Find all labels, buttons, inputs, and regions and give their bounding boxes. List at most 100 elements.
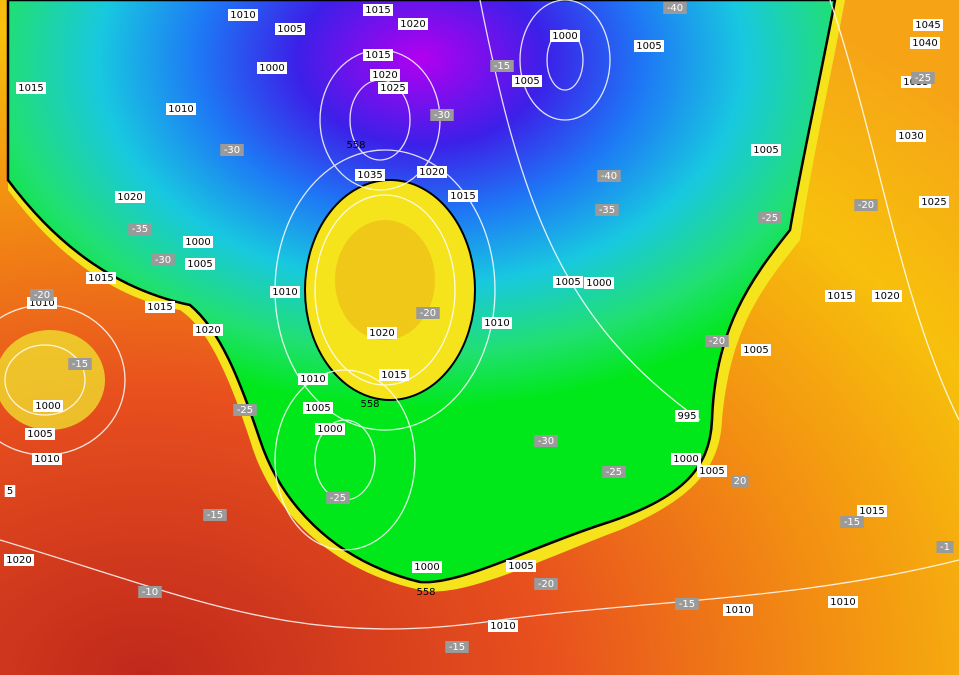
pressure-label: 1020 <box>419 167 444 178</box>
pressure-label: 1015 <box>381 370 406 381</box>
warm-spot <box>0 330 105 430</box>
pressure-label: 995 <box>677 411 696 422</box>
pressure-label: 1015 <box>827 291 852 302</box>
pressure-label: 1005 <box>277 24 302 35</box>
label-box <box>445 641 469 653</box>
pressure-label: 1015 <box>88 273 113 284</box>
label-box <box>597 170 621 182</box>
pressure-label: 1020 <box>195 325 220 336</box>
pressure-label: 1015 <box>365 50 390 61</box>
pressure-label: 1025 <box>380 83 405 94</box>
temperature-label: -40 <box>667 3 683 14</box>
temperature-label: -25 <box>237 405 253 416</box>
temperature-label: -15 <box>494 61 510 72</box>
temperature-label: -35 <box>599 205 615 216</box>
label-box <box>86 272 116 284</box>
pressure-label: 1005 <box>187 259 212 270</box>
pressure-label: 1020 <box>6 555 31 566</box>
label-box <box>758 212 782 224</box>
pressure-label: 1020 <box>400 19 425 30</box>
label-box <box>663 2 687 14</box>
label-box <box>919 196 949 208</box>
label-box <box>367 327 397 339</box>
pressure-label: 1045 <box>915 20 940 31</box>
label-box <box>275 23 305 35</box>
pressure-label: 1020 <box>372 70 397 81</box>
pressure-label: 1015 <box>859 506 884 517</box>
pressure-label: 1000 <box>185 237 210 248</box>
temperature-label: -10 <box>142 587 158 598</box>
pressure-label: 1005 <box>699 466 724 477</box>
label-box <box>913 19 943 31</box>
temperature-label: -20 <box>538 579 554 590</box>
label-box <box>911 72 935 84</box>
pressure-label: 1010 <box>168 104 193 115</box>
label-box <box>398 18 428 30</box>
label-box <box>584 277 614 289</box>
label-box <box>16 82 46 94</box>
pressure-label: 1035 <box>357 170 382 181</box>
pressure-label: 1005 <box>305 403 330 414</box>
temperature-label: -20 <box>709 336 725 347</box>
temperature-label: -30 <box>434 110 450 121</box>
label-box <box>315 423 345 435</box>
label-box <box>741 344 771 356</box>
temperature-label: -30 <box>155 255 171 266</box>
label-box <box>4 554 34 566</box>
label-box <box>370 69 400 81</box>
label-box <box>4 485 16 497</box>
pressure-label: 1010 <box>230 10 255 21</box>
label-box <box>379 369 409 381</box>
label-box <box>553 276 583 288</box>
pressure-label: 1020 <box>117 192 142 203</box>
pressure-label: 1005 <box>636 41 661 52</box>
label-box <box>448 190 478 202</box>
pressure-label: 1000 <box>317 424 342 435</box>
label-box <box>595 204 619 216</box>
pressure-label: 1005 <box>514 76 539 87</box>
label-box <box>363 4 393 16</box>
temperature-label: -15 <box>72 359 88 370</box>
label-box <box>731 475 749 487</box>
label-box <box>145 301 175 313</box>
label-box <box>857 505 887 517</box>
label-box <box>896 130 926 142</box>
label-box <box>512 75 542 87</box>
pressure-label: 5 <box>7 486 13 497</box>
label-box <box>355 169 385 181</box>
label-box <box>751 144 781 156</box>
label-box <box>634 40 664 52</box>
label-box <box>30 289 54 301</box>
pressure-label: 1010 <box>300 374 325 385</box>
pressure-label: 1005 <box>743 345 768 356</box>
label-box <box>416 307 440 319</box>
temperature-label: -40 <box>601 171 617 182</box>
pressure-label: 1000 <box>259 63 284 74</box>
label-box <box>840 516 864 528</box>
label-box <box>550 30 580 42</box>
label-box <box>183 236 213 248</box>
label-box <box>233 404 257 416</box>
label-box <box>506 560 536 572</box>
pressure-label: 1015 <box>365 5 390 16</box>
pressure-label: 1005 <box>508 561 533 572</box>
label-box <box>203 509 227 521</box>
label-box <box>220 144 244 156</box>
temperature-label: 20 <box>734 476 747 487</box>
label-box <box>68 358 92 370</box>
temperature-label: -25 <box>762 213 778 224</box>
label-box <box>705 335 729 347</box>
temperature-label: -20 <box>858 200 874 211</box>
temperature-label: -25 <box>330 493 346 504</box>
pressure-label: 1010 <box>490 621 515 632</box>
label-box <box>412 561 442 573</box>
label-box <box>825 290 855 302</box>
label-box <box>193 324 223 336</box>
label-box <box>828 596 858 608</box>
pressure-label: 1040 <box>912 38 937 49</box>
pressure-label: 1015 <box>450 191 475 202</box>
label-box <box>138 586 162 598</box>
temperature-label: -15 <box>844 517 860 528</box>
temperature-label: -25 <box>915 73 931 84</box>
pressure-label: 1010 <box>34 454 59 465</box>
